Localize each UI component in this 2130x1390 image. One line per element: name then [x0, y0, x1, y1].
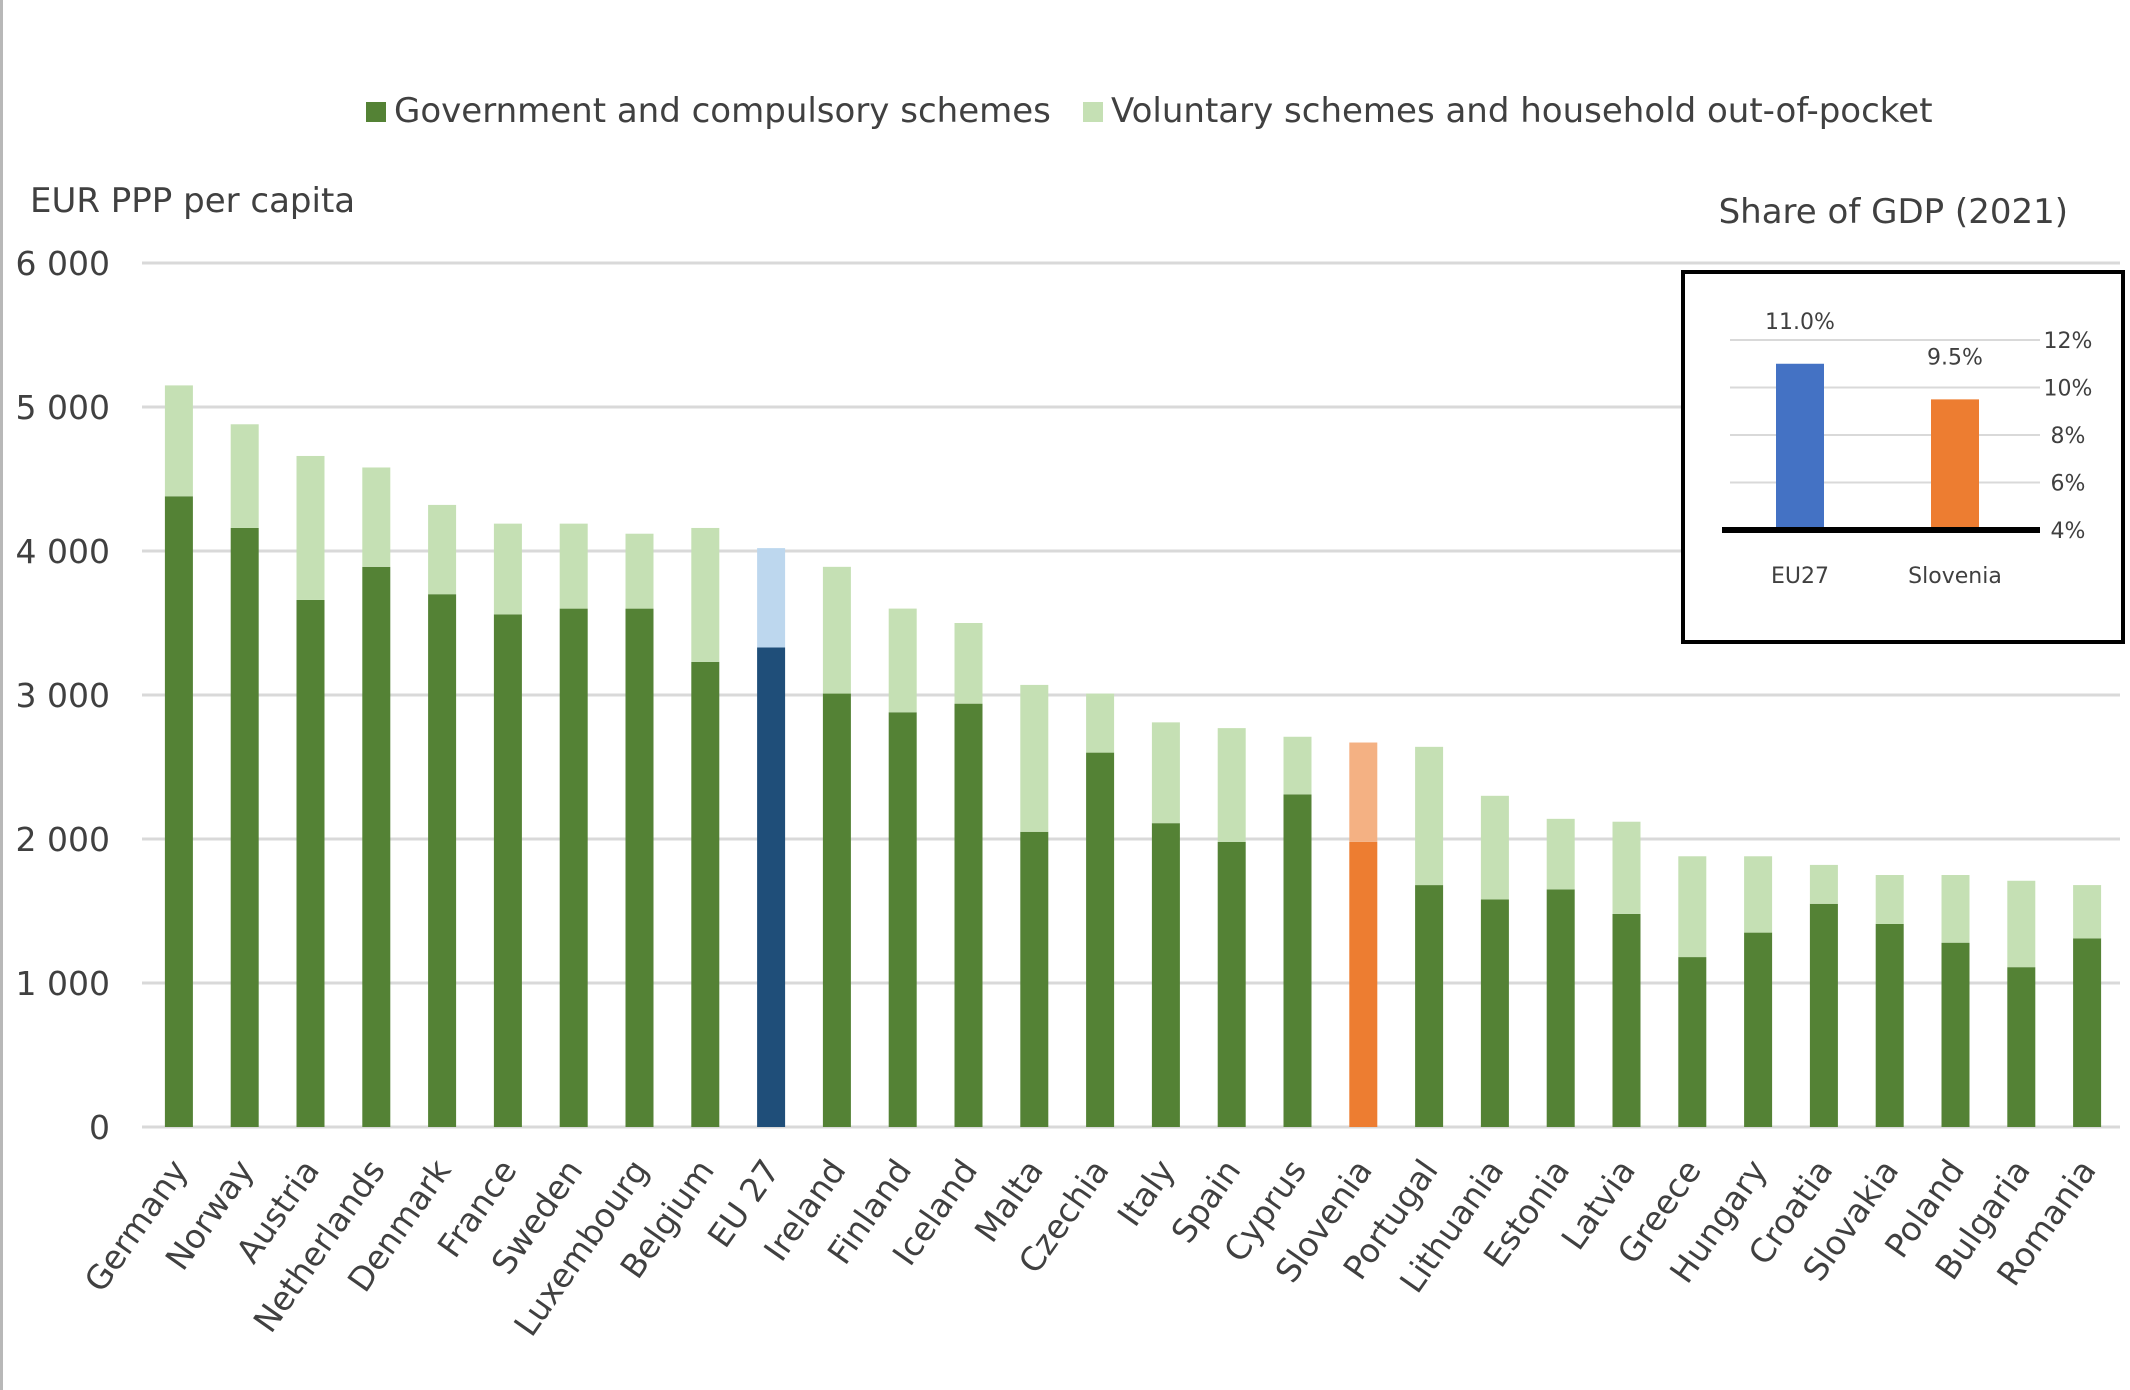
- bar-government: [428, 594, 457, 1127]
- bar-voluntary: [164, 385, 193, 497]
- bar-government: [1612, 913, 1641, 1127]
- bar-voluntary: [1875, 875, 1904, 924]
- bar-government: [1283, 794, 1312, 1127]
- bar-government: [1546, 889, 1575, 1127]
- bar-voluntary: [1086, 693, 1115, 753]
- legend-label-voluntary: Voluntary schemes and household out-of-p…: [1111, 91, 1933, 131]
- y-axis-title: EUR PPP per capita: [30, 181, 355, 221]
- bar-government: [1217, 841, 1246, 1127]
- inset-bar: [1776, 363, 1824, 530]
- bar-government: [691, 661, 720, 1127]
- bar-government: [1349, 841, 1378, 1127]
- legend-label-government: Government and compulsory schemes: [394, 91, 1051, 131]
- inset-y-tick-label: 10%: [2044, 377, 2093, 402]
- bar-voluntary: [1809, 864, 1838, 904]
- y-tick-label: 6 000: [16, 244, 110, 283]
- bar-government: [362, 566, 391, 1127]
- inset-title: Share of GDP (2021): [1719, 192, 2068, 232]
- inset-value-label: 11.0%: [1765, 310, 1835, 335]
- bar-government: [164, 496, 193, 1127]
- bar-government: [822, 693, 851, 1127]
- bar-government: [2007, 967, 2036, 1127]
- y-tick-label: 4 000: [16, 532, 110, 571]
- legend-swatch-voluntary: [1083, 102, 1103, 122]
- bar-government: [559, 608, 588, 1127]
- bar-government: [1151, 823, 1180, 1127]
- bar-government: [757, 647, 786, 1127]
- bar-voluntary: [1480, 795, 1509, 900]
- bar-voluntary: [2007, 880, 2036, 968]
- bar-government: [493, 614, 522, 1127]
- bar-government: [1020, 831, 1049, 1127]
- y-tick-label: 2 000: [16, 820, 110, 859]
- bar-voluntary: [1546, 818, 1575, 890]
- inset-y-tick-label: 6%: [2051, 472, 2086, 497]
- inset-category-label: Slovenia: [1908, 564, 2002, 589]
- inset-bar: [1931, 399, 1979, 530]
- y-tick-label: 0: [89, 1108, 110, 1147]
- legend-swatch-government: [366, 102, 386, 122]
- bar-government: [954, 703, 983, 1127]
- bar-voluntary: [428, 504, 457, 595]
- bar-voluntary: [1283, 736, 1312, 795]
- bar-voluntary: [1151, 722, 1180, 824]
- bar-voluntary: [822, 566, 851, 694]
- bar-voluntary: [757, 548, 786, 648]
- bar-voluntary: [1349, 742, 1378, 842]
- bar-government: [296, 599, 325, 1127]
- inset-value-label: 9.5%: [1927, 345, 1983, 370]
- bar-government: [1086, 752, 1115, 1127]
- bar-government: [1415, 885, 1444, 1127]
- inset-y-tick-label: 4%: [2051, 519, 2086, 544]
- y-tick-label: 5 000: [16, 388, 110, 427]
- bar-government: [1809, 903, 1838, 1127]
- bar-voluntary: [625, 533, 654, 609]
- bar-voluntary: [230, 424, 259, 528]
- bar-government: [1744, 932, 1773, 1127]
- bar-voluntary: [493, 523, 522, 615]
- bar-voluntary: [888, 608, 917, 713]
- y-tick-label: 3 000: [16, 676, 110, 715]
- inset-category-label: EU27: [1771, 564, 1829, 589]
- bar-voluntary: [1941, 875, 1970, 943]
- bar-voluntary: [1612, 821, 1641, 914]
- bar-voluntary: [1744, 856, 1773, 933]
- bar-voluntary: [2073, 885, 2102, 939]
- bar-government: [230, 527, 259, 1127]
- bar-voluntary: [1415, 746, 1444, 886]
- bar-government: [1678, 957, 1707, 1127]
- bar-voluntary: [362, 467, 391, 567]
- bar-voluntary: [691, 527, 720, 662]
- bar-government: [1941, 942, 1970, 1127]
- bar-voluntary: [559, 523, 588, 609]
- left-border: [0, 0, 3, 1390]
- bar-government: [1875, 923, 1904, 1127]
- bar-government: [625, 608, 654, 1127]
- bar-government: [888, 712, 917, 1127]
- y-tick-label: 1 000: [16, 964, 110, 1003]
- inset-y-tick-label: 8%: [2051, 424, 2086, 449]
- bar-voluntary: [954, 623, 983, 704]
- bar-voluntary: [1020, 684, 1049, 832]
- bar-voluntary: [296, 455, 325, 600]
- bar-government: [1480, 899, 1509, 1127]
- inset-frame: [1681, 270, 2125, 644]
- bar-voluntary: [1217, 728, 1246, 842]
- inset-y-tick-label: 12%: [2044, 329, 2093, 354]
- bar-voluntary: [1678, 856, 1707, 958]
- bar-government: [2073, 938, 2102, 1127]
